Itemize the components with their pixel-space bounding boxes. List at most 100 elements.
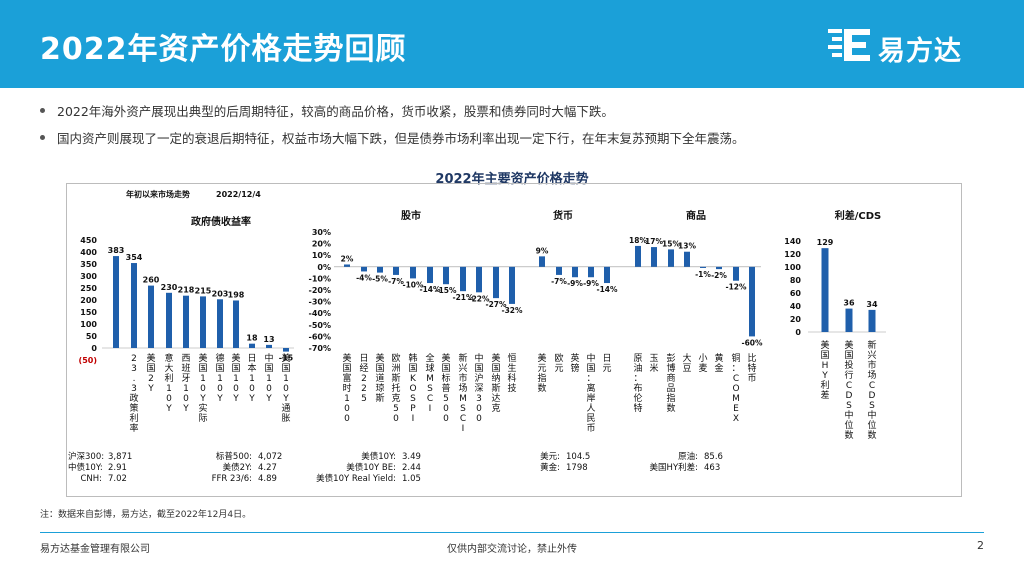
bar <box>266 344 272 348</box>
svg-text:市: 市 <box>458 372 467 384</box>
svg-text:商: 商 <box>666 372 675 384</box>
svg-text:1: 1 <box>166 384 172 394</box>
stat-key: 原油: <box>678 452 698 462</box>
bar <box>217 299 223 348</box>
svg-text:Y: Y <box>216 394 223 404</box>
svg-text:国: 国 <box>491 363 500 374</box>
svg-text:中: 中 <box>586 352 595 364</box>
svg-text:美: 美 <box>146 352 155 364</box>
bullet-item: 国内资产则展现了一定的衰退后期特征，权益市场大幅下跌，但是债券市场利率出现一定下… <box>40 128 745 147</box>
svg-text:元: 元 <box>554 364 563 374</box>
svg-text:国: 国 <box>474 363 483 374</box>
svg-text:1: 1 <box>217 374 223 384</box>
svg-text:Y: Y <box>282 394 289 404</box>
svg-text:国: 国 <box>281 363 290 374</box>
svg-text:政: 政 <box>129 392 138 404</box>
bar <box>749 266 755 337</box>
bar <box>443 266 449 285</box>
svg-text:斯: 斯 <box>375 392 384 404</box>
bar <box>821 248 829 332</box>
bar <box>148 285 154 348</box>
svg-text:克: 克 <box>491 403 500 414</box>
svg-text:5: 5 <box>361 394 367 404</box>
svg-text:C: C <box>869 381 875 391</box>
stats-group-1: 沪深300: 3,871 中债10Y: 2.91 CNH: 7.02 <box>68 452 132 485</box>
bar-value-label: -14% <box>596 285 618 294</box>
footer-company: 易方达基金管理有限公司 <box>40 544 150 555</box>
svg-text:新: 新 <box>867 339 876 351</box>
bar-value-label: -60% <box>741 338 763 347</box>
bar-value-label: 17% <box>645 237 663 246</box>
svg-text:Y: Y <box>248 394 255 404</box>
bar-value-label: 215 <box>195 286 212 295</box>
stat-value: 2.44 <box>402 463 421 473</box>
category-label: 日元 <box>602 353 611 374</box>
svg-text:元: 元 <box>537 364 546 374</box>
svg-text:美: 美 <box>537 352 546 364</box>
y-tick-label: 50 <box>86 332 98 341</box>
y-tick-label: 60 <box>790 289 802 298</box>
stat-key: 美债10Y Real Yield: <box>316 474 396 484</box>
svg-text:中: 中 <box>867 409 876 421</box>
stat-key: 美债2Y: <box>222 463 252 473</box>
svg-text:：: ： <box>586 374 595 384</box>
stat-row: 美元: 104.5 <box>512 452 590 463</box>
y-tick-label: -30% <box>309 298 331 307</box>
svg-text:油: 油 <box>633 362 642 374</box>
svg-text:美: 美 <box>375 352 384 364</box>
svg-text:国: 国 <box>342 363 351 374</box>
svg-text:策: 策 <box>129 402 138 414</box>
svg-text:豆: 豆 <box>682 363 691 374</box>
svg-text:米: 米 <box>649 362 658 374</box>
svg-text:0: 0 <box>233 384 239 394</box>
y-tick-label: -70% <box>309 344 331 353</box>
svg-text:韩: 韩 <box>408 352 417 364</box>
bar <box>733 266 739 281</box>
footnote: 注：数据来自彭博，易方达，截至2022年12月4日。 <box>40 510 252 520</box>
bar-value-label: 383 <box>108 246 125 255</box>
svg-text:克: 克 <box>391 393 400 404</box>
bar <box>845 308 853 332</box>
svg-text:国: 国 <box>441 363 450 374</box>
svg-text:品: 品 <box>666 383 675 394</box>
y-tick-label: 10% <box>312 251 331 260</box>
svg-text:1: 1 <box>344 394 350 404</box>
svg-text:日: 日 <box>359 353 368 364</box>
svg-text:经: 经 <box>359 362 368 374</box>
svg-text:1: 1 <box>233 374 239 384</box>
svg-text:0: 0 <box>249 384 255 394</box>
svg-text:5: 5 <box>393 404 399 414</box>
svg-text:新: 新 <box>458 352 467 364</box>
svg-text:普: 普 <box>441 382 450 394</box>
svg-text:大: 大 <box>164 362 173 374</box>
y-tick-label: 450 <box>80 236 97 245</box>
bar <box>113 256 119 348</box>
bullet-item: 2022年海外资产展现出典型的后周期特征，较高的商品价格，货币收紧，股票和债券同… <box>40 101 614 120</box>
svg-text:斯: 斯 <box>391 372 400 384</box>
svg-text:元: 元 <box>602 364 611 374</box>
svg-text:D: D <box>869 391 876 401</box>
asset-price-chart: 年初以来市场走势 2022/12/4政府债收益率45040035030025020… <box>79 189 886 441</box>
svg-text:球: 球 <box>425 362 434 374</box>
svg-text:沪: 沪 <box>474 372 483 384</box>
svg-text:意: 意 <box>164 352 173 364</box>
svg-text:中: 中 <box>474 352 483 364</box>
svg-text:1: 1 <box>283 374 289 384</box>
bar <box>651 247 657 267</box>
svg-text:欧: 欧 <box>391 352 400 364</box>
stat-row: 美国HY利差: 463 <box>636 463 723 474</box>
y-tick-label: -40% <box>309 309 331 318</box>
svg-text:美: 美 <box>281 352 290 364</box>
y-tick-label: 0 <box>91 344 97 353</box>
y-tick-label: 20 <box>790 315 802 324</box>
bar-value-label: 13% <box>678 242 696 251</box>
stat-row: 标普500: 4,072 <box>190 452 282 463</box>
